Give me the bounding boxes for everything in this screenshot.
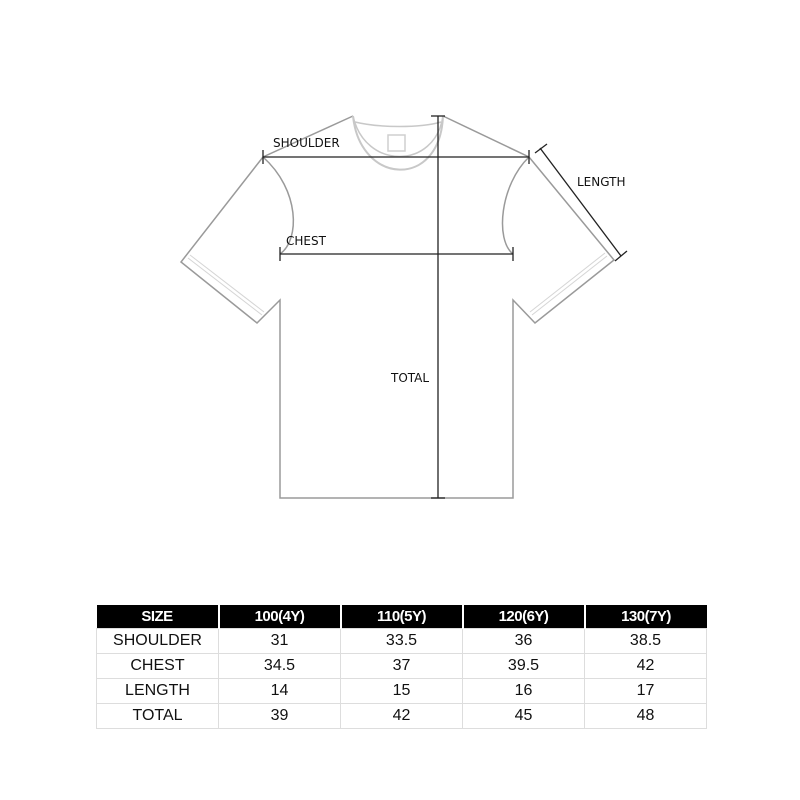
- cell: 42: [584, 653, 707, 679]
- measure-lines: [262, 115, 628, 499]
- length-tick-top: [534, 143, 548, 154]
- table-header-row: SIZE 100(4Y) 110(5Y) 120(6Y) 130(7Y): [96, 605, 707, 629]
- cell: 15: [340, 678, 463, 704]
- row-label: LENGTH: [96, 678, 219, 704]
- cell: 42: [340, 703, 463, 729]
- left-armhole: [262, 156, 295, 255]
- table-row-total: TOTAL 39 42 45 48: [96, 703, 707, 729]
- table-row-length: LENGTH 14 15 16 17: [96, 678, 707, 704]
- cell: 14: [218, 678, 341, 704]
- cell: 31: [218, 628, 341, 654]
- chest-label: CHEST: [286, 234, 327, 248]
- table-row-shoulder: SHOULDER 31 33.5 36 38.5: [96, 628, 707, 654]
- size-table: SIZE 100(4Y) 110(5Y) 120(6Y) 130(7Y) SHO…: [96, 605, 707, 729]
- length-measure-line: [539, 147, 622, 257]
- total-label: TOTAL: [390, 371, 429, 385]
- left-sleeve-hem: [187, 254, 265, 316]
- cell: 39.5: [462, 653, 585, 679]
- tshirt-outline: [179, 115, 616, 499]
- row-label: TOTAL: [96, 703, 219, 729]
- neck-label-tag: [387, 134, 406, 152]
- cell: 45: [462, 703, 585, 729]
- cell: 48: [584, 703, 707, 729]
- cell: 36: [462, 628, 585, 654]
- cell: 34.5: [218, 653, 341, 679]
- right-armhole: [501, 156, 530, 255]
- right-sleeve-hem: [529, 252, 608, 316]
- header-size-100: 100(4Y): [217, 605, 342, 629]
- header-size: SIZE: [96, 605, 220, 629]
- row-label: SHOULDER: [96, 628, 219, 654]
- shirt-body-outline: [179, 115, 616, 499]
- cell: 17: [584, 678, 707, 704]
- collar-back: [354, 121, 442, 128]
- cell: 38.5: [584, 628, 707, 654]
- row-label: CHEST: [96, 653, 219, 679]
- length-label: LENGTH: [577, 175, 625, 189]
- cell: 16: [462, 678, 585, 704]
- table-row-chest: CHEST 34.5 37 39.5 42: [96, 653, 707, 679]
- shoulder-label: SHOULDER: [273, 136, 340, 150]
- cell: 39: [218, 703, 341, 729]
- tshirt-measurement-diagram: SHOULDER CHEST LENGTH TOTAL: [179, 115, 628, 499]
- header-size-130: 130(7Y): [583, 605, 707, 629]
- header-size-120: 120(6Y): [461, 605, 586, 629]
- cell: 37: [340, 653, 463, 679]
- length-tick-bottom: [614, 250, 628, 262]
- header-size-110: 110(5Y): [339, 605, 464, 629]
- cell: 33.5: [340, 628, 463, 654]
